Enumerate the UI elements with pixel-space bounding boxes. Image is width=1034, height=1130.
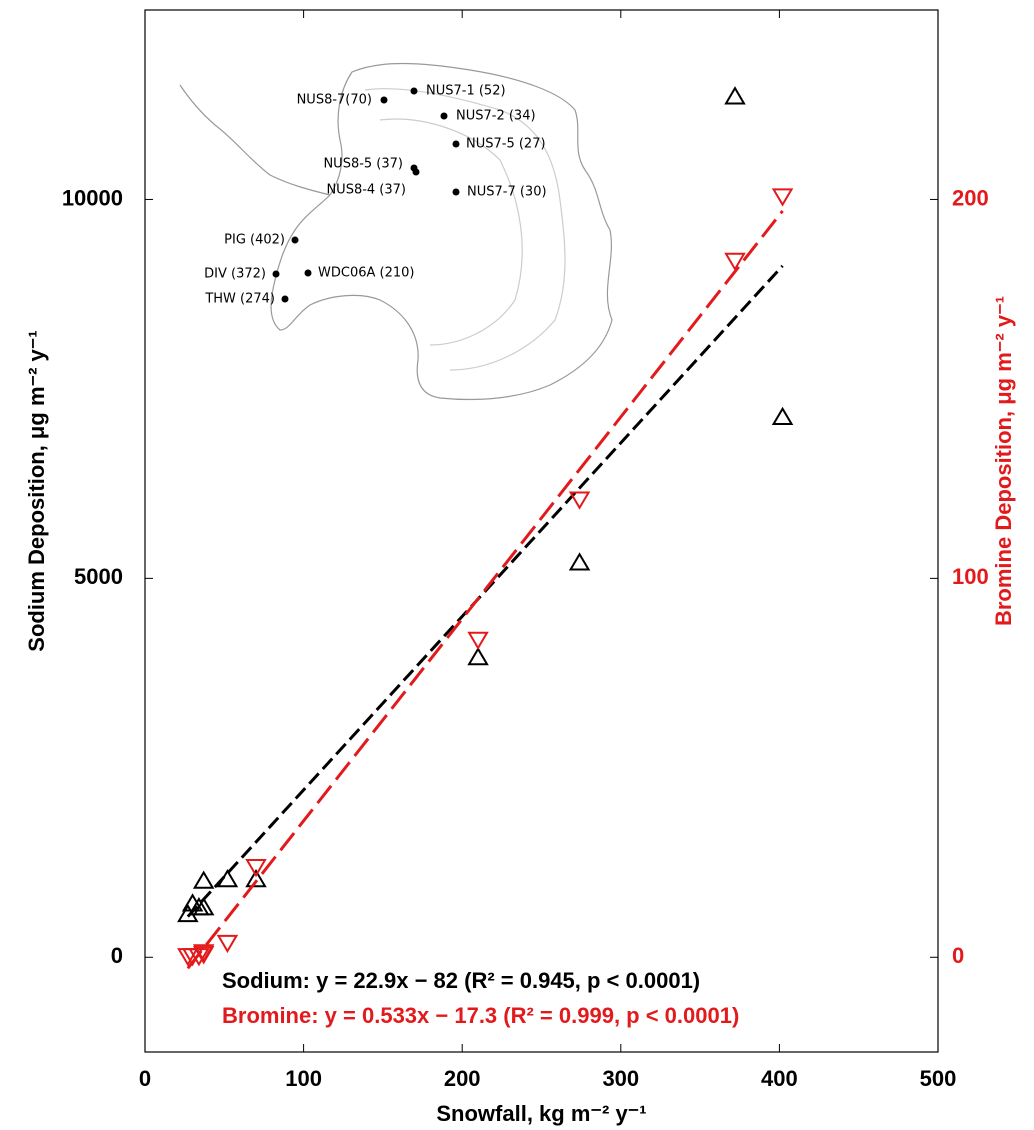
y-tick-label: 10000 xyxy=(62,185,123,210)
antarctica-map xyxy=(179,62,613,401)
site-dot xyxy=(412,168,420,176)
site-label: PIG (402) xyxy=(224,233,285,248)
point xyxy=(724,86,746,105)
point xyxy=(467,631,489,650)
site-label: THW (274) xyxy=(204,292,275,307)
x-tick-label: 100 xyxy=(285,1066,322,1091)
point xyxy=(245,859,267,878)
point xyxy=(192,944,215,963)
site-dot xyxy=(452,140,460,148)
point xyxy=(216,869,239,888)
point xyxy=(192,897,215,916)
site-label: NUS8-7(70) xyxy=(297,93,372,108)
site-label: NUS7-2 (34) xyxy=(456,109,536,124)
y-tick-label: 5000 xyxy=(74,564,123,589)
site-label: NUS7-5 (27) xyxy=(466,137,546,152)
point xyxy=(724,252,746,272)
x-tick-label: 400 xyxy=(761,1066,798,1091)
point xyxy=(568,552,591,571)
point xyxy=(467,646,489,666)
annotation: Sodium: y = 22.9x − 82 (R² = 0.945, p < … xyxy=(222,968,700,993)
y2-tick-label: 100 xyxy=(952,564,989,589)
site-label: DIV (372) xyxy=(204,267,266,282)
point xyxy=(216,934,239,954)
x-axis-label: Snowfall, kg m⁻² y⁻¹ xyxy=(436,1101,646,1126)
y2-tick-label: 200 xyxy=(952,185,989,210)
point xyxy=(771,188,794,207)
y-axis-label: Sodium Deposition, μg m⁻² y⁻¹ xyxy=(24,330,49,651)
site-dot xyxy=(410,87,418,95)
point xyxy=(192,870,215,889)
site-label: NUS8-5 (37) xyxy=(323,157,403,172)
annotation: Bromine: y = 0.533x − 17.3 (R² = 0.999, … xyxy=(222,1003,739,1028)
y-tick-label: 0 xyxy=(111,943,123,968)
site-label: NUS7-7 (30) xyxy=(467,185,547,200)
x-tick-label: 0 xyxy=(139,1066,151,1091)
plot-frame xyxy=(144,9,939,1053)
site-dot xyxy=(272,270,280,278)
site-dot xyxy=(380,96,388,104)
point xyxy=(771,406,794,426)
site-label: NUS8-4 (37) xyxy=(326,183,406,198)
fit-line xyxy=(186,210,784,970)
x-tick-label: 500 xyxy=(920,1066,957,1091)
site-dot xyxy=(281,295,289,303)
x-tick-label: 300 xyxy=(602,1066,639,1091)
y2-tick-label: 0 xyxy=(952,943,964,968)
site-dot xyxy=(440,112,448,120)
x-tick-label: 200 xyxy=(444,1066,481,1091)
y2-axis-label: Bromine Deposition, μg m⁻² y⁻¹ xyxy=(991,296,1016,626)
point xyxy=(245,869,267,888)
site-label: NUS7-1 (52) xyxy=(426,84,506,99)
site-dot xyxy=(452,188,460,196)
point xyxy=(188,948,210,967)
site-label: WDC06A (210) xyxy=(318,266,414,281)
site-dot xyxy=(304,269,312,277)
point xyxy=(568,491,591,510)
site-dot xyxy=(291,236,299,244)
